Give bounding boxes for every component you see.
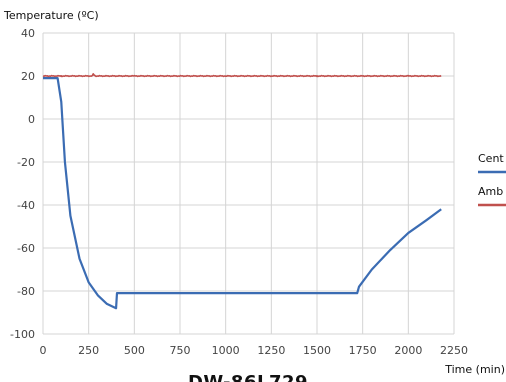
x-tick-label: 250 [78,344,99,357]
x-tick-label: 2250 [440,344,468,357]
series-lines [42,73,442,310]
axes: -100 -80 -60 -40 -20 0 20 40 0 250 500 750 1000 1250 1… [10,27,468,357]
x-tick-label: 1000 [212,344,240,357]
y-tick-label: -60 [17,242,35,255]
grid [42,32,455,335]
y-tick-label: 20 [21,70,35,83]
x-tick-label: 1250 [257,344,285,357]
series-line-amb [42,73,442,78]
x-tick-label: 1500 [303,344,331,357]
x-tick-label: 2000 [394,344,422,357]
legend-label-amb: Amb [478,185,503,198]
y-tick-label: 0 [28,113,35,126]
series-line-cent [43,77,442,310]
y-tick-label: 40 [21,27,35,40]
y-tick-label: -20 [17,156,35,169]
x-tick-label: 750 [170,344,191,357]
x-axis-label: Time (min) [444,363,505,376]
y-tick-label: -80 [17,285,35,298]
legend: Cent Amb [478,152,506,207]
chart-title: DW-86L729 [188,372,308,382]
x-tick-label: 1750 [349,344,377,357]
y-tick-label: -40 [17,199,35,212]
y-axis-label: Temperature (ºC) [3,9,99,22]
x-tick-label: 0 [40,344,47,357]
legend-label-cent: Cent [478,152,504,165]
x-tick-label: 500 [124,344,145,357]
y-tick-label: -100 [10,328,35,341]
